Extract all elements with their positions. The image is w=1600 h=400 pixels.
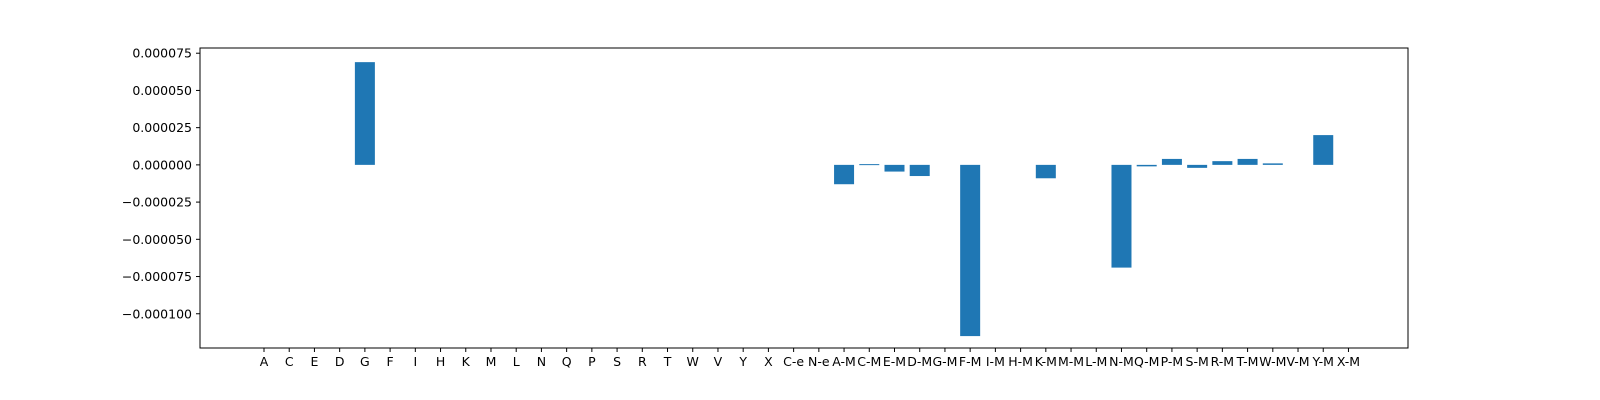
x-tick-label-I: I — [413, 354, 417, 369]
x-tick-label-R-M: R-M — [1211, 354, 1234, 369]
bar-Y-M — [1313, 135, 1334, 165]
plot-frame — [199, 47, 1409, 349]
x-tick-label-K: K — [462, 354, 471, 369]
x-tick-label-G-M: G-M — [932, 354, 957, 369]
x-tick-label-G: G — [360, 354, 370, 369]
x-tick-label-S-M: S-M — [1186, 354, 1209, 369]
bar-E-M — [884, 164, 905, 172]
bar-T-M — [1237, 158, 1258, 165]
y-tick-label: 0.000025 — [132, 120, 192, 135]
x-tick-label-A: A — [260, 354, 269, 369]
x-tick-label-E: E — [310, 354, 318, 369]
y-tick-label: −0.000050 — [122, 232, 192, 247]
x-tick-label-H-M: H-M — [1008, 354, 1033, 369]
bar-W-M — [1262, 163, 1283, 165]
x-tick-label-C-e: C-e — [783, 354, 804, 369]
x-tick-label-Q: Q — [562, 354, 572, 369]
x-tick-label-M-M: M-M — [1058, 354, 1084, 369]
x-tick-label-R: R — [638, 354, 647, 369]
bar-D-M — [909, 164, 930, 177]
bar-R-M — [1212, 161, 1233, 165]
bar-Q-M — [1136, 164, 1157, 167]
x-tick-label-H: H — [436, 354, 445, 369]
x-tick-label-T-M: T-M — [1236, 354, 1259, 369]
x-tick-label-W-M: W-M — [1259, 354, 1286, 369]
x-tick-label-T: T — [663, 354, 672, 369]
x-tick-label-N-e: N-e — [808, 354, 830, 369]
bars-group — [354, 62, 1334, 337]
x-tick-label-N-M: N-M — [1109, 354, 1134, 369]
x-tick-label-P-M: P-M — [1161, 354, 1184, 369]
x-tick-label-C-M: C-M — [857, 354, 881, 369]
x-tick-label-Y: Y — [738, 354, 747, 369]
x-tick-label-C: C — [285, 354, 294, 369]
bar-C-M — [859, 164, 880, 166]
bar-N-M — [1111, 164, 1132, 268]
x-tick-label-X: X — [764, 354, 773, 369]
y-tick-label: 0.000075 — [132, 46, 192, 61]
x-tick-label-P: P — [588, 354, 596, 369]
x-tick-label-M: M — [486, 354, 497, 369]
x-tick-label-K-M: K-M — [1035, 354, 1057, 369]
bar-G — [354, 62, 375, 165]
x-tick-label-F-M: F-M — [959, 354, 982, 369]
x-tick-label-Y-M: Y-M — [1312, 354, 1334, 369]
y-tick-label: 0.000000 — [132, 157, 192, 172]
bar-A-M — [834, 164, 855, 185]
x-tick-label-V-M: V-M — [1286, 354, 1309, 369]
x-tick-label-I-M: I-M — [986, 354, 1005, 369]
y-tick-label: −0.000100 — [122, 306, 192, 321]
x-tick-label-V: V — [714, 354, 723, 369]
x-tick-label-X-M: X-M — [1337, 354, 1360, 369]
x-tick-label-F: F — [386, 354, 393, 369]
x-tick-label-E-M: E-M — [883, 354, 906, 369]
bar-P-M — [1161, 158, 1182, 165]
bar-S-M — [1187, 164, 1208, 168]
y-tick-label: −0.000025 — [122, 195, 192, 210]
x-axis: A C E D G F I H K M L N Q P S R T W V Y X C-e N-e A-M C-M E-M D-M G… — [260, 348, 1360, 369]
y-tick-label: 0.000050 — [132, 83, 192, 98]
bar-F-M — [960, 164, 981, 337]
y-tick-label: −0.000075 — [122, 269, 192, 284]
x-tick-label-A-M: A-M — [832, 354, 856, 369]
y-axis: −0.000100 −0.000075 −0.000050 −0.000025 0.00… — [122, 46, 200, 321]
x-tick-label-Q-M: Q-M — [1134, 354, 1159, 369]
x-tick-label-N: N — [537, 354, 546, 369]
x-tick-label-D-M: D-M — [907, 354, 932, 369]
x-tick-label-S: S — [613, 354, 621, 369]
x-tick-label-L-M: L-M — [1085, 354, 1107, 369]
bar-K-M — [1035, 164, 1056, 179]
x-tick-label-W: W — [687, 354, 699, 369]
x-tick-label-D: D — [335, 354, 345, 369]
x-tick-label-L: L — [513, 354, 520, 369]
